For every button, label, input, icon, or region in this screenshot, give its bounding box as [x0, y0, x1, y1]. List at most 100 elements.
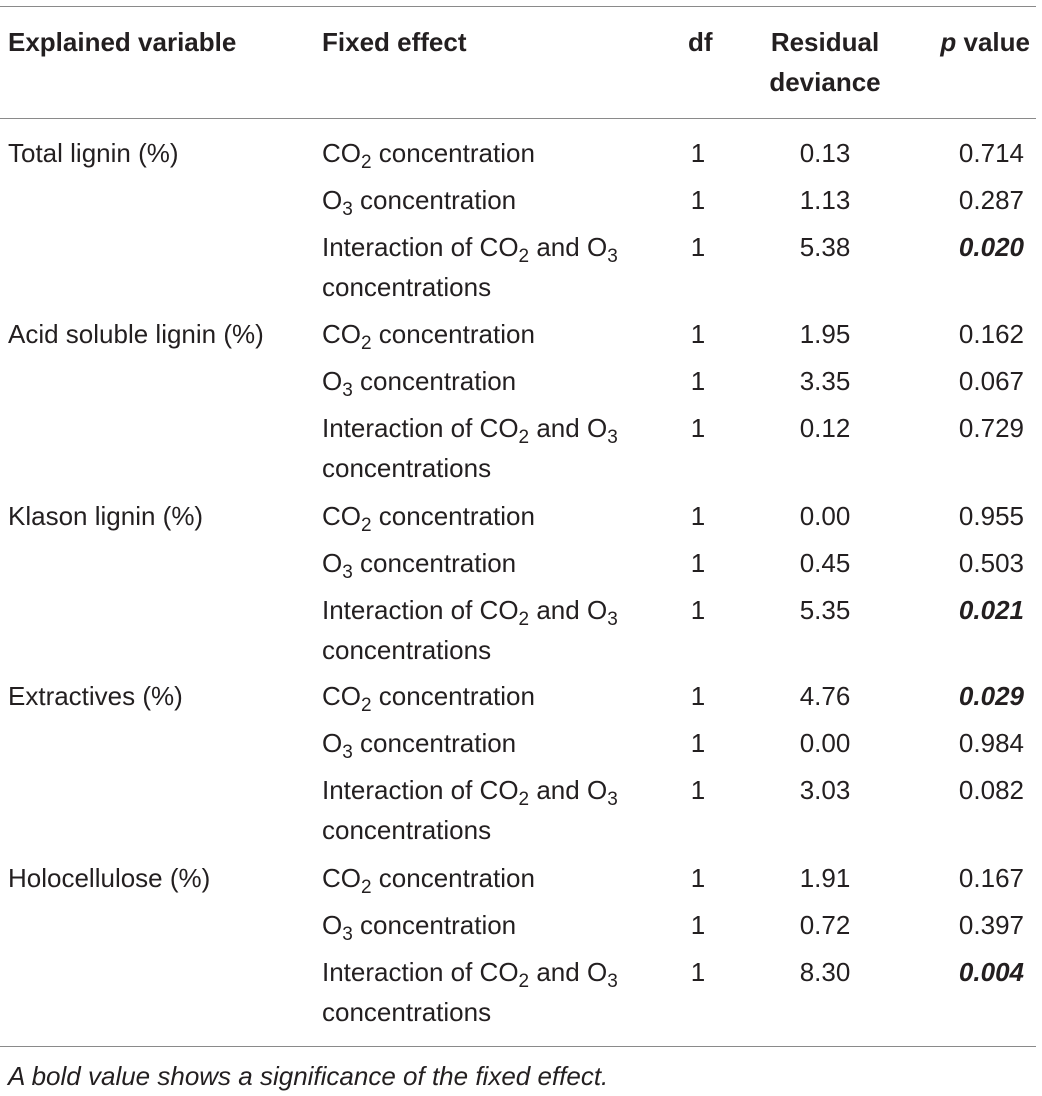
co2-subscript: 2 — [361, 152, 372, 173]
df-cell: 1 — [690, 910, 706, 940]
o3-symbol: O — [322, 366, 343, 396]
o3-subscript: 3 — [342, 199, 353, 220]
table-footnote: A bold value shows a significance of the… — [8, 1061, 609, 1091]
p-value-cell: 0.082 — [958, 775, 1024, 805]
interaction-o3-subscript: 3 — [607, 971, 618, 992]
df-cell: 1 — [690, 548, 706, 578]
interaction-line2: concentrations — [322, 815, 492, 845]
df-cell: 1 — [690, 366, 706, 396]
header-residual-line2: deviance — [769, 67, 881, 97]
explained-variable: Acid soluble lignin (%) — [8, 319, 264, 349]
o3-label: concentration — [352, 366, 517, 396]
o3-subscript: 3 — [342, 562, 353, 583]
header-p-value: p value — [900, 22, 1030, 62]
co2-symbol: CO — [322, 138, 361, 168]
fixed-effect-o3: O3 concentration — [322, 905, 516, 945]
fixed-effect-interaction: Interaction of CO2 and O3 concentrations — [322, 952, 618, 1032]
o3-subscript: 3 — [342, 742, 353, 763]
interaction-co2-subscript: 2 — [518, 609, 530, 630]
df-cell: 1 — [690, 138, 706, 168]
p-value-cell-significant: 0.020 — [958, 232, 1024, 262]
explained-variable: Klason lignin (%) — [8, 501, 204, 531]
interaction-o3-subscript: 3 — [607, 246, 618, 267]
explained-variable: Total lignin (%) — [8, 138, 179, 168]
p-value-cell: 0.167 — [958, 863, 1024, 893]
o3-symbol: O — [322, 728, 343, 758]
interaction-prefix: Interaction of CO — [322, 232, 519, 262]
bottom-rule — [0, 1046, 1036, 1047]
o3-symbol: O — [322, 548, 343, 578]
explained-variable: Holocellulose (%) — [8, 863, 211, 893]
fixed-effect-o3: O3 concentration — [322, 543, 516, 583]
interaction-mid: and O — [529, 957, 608, 987]
residual-deviance-cell: 8.30 — [799, 957, 851, 987]
p-value-cell: 0.729 — [958, 413, 1024, 443]
p-value-cell: 0.067 — [958, 366, 1024, 396]
p-value-cell: 0.287 — [958, 185, 1024, 215]
residual-deviance-cell: 4.76 — [799, 681, 851, 711]
residual-deviance-cell: 5.38 — [799, 232, 851, 262]
fixed-effect-co2: CO2 concentration — [322, 133, 535, 173]
co2-label: concentration — [371, 319, 535, 349]
interaction-line2: concentrations — [322, 453, 492, 483]
p-value-cell: 0.162 — [958, 319, 1024, 349]
o3-label: concentration — [352, 548, 517, 578]
fixed-effect-interaction: Interaction of CO2 and O3 concentrations — [322, 227, 618, 307]
residual-deviance-cell: 1.91 — [799, 863, 851, 893]
residual-deviance-cell: 0.13 — [799, 138, 851, 168]
residual-deviance-cell: 0.12 — [799, 413, 851, 443]
df-cell: 1 — [690, 681, 706, 711]
fixed-effect-o3: O3 concentration — [322, 723, 516, 763]
interaction-prefix: Interaction of CO — [322, 775, 519, 805]
residual-deviance-cell: 0.45 — [799, 548, 851, 578]
residual-deviance-cell: 3.35 — [799, 366, 851, 396]
explained-variable: Extractives (%) — [8, 681, 183, 711]
fixed-effect-co2: CO2 concentration — [322, 676, 535, 716]
co2-subscript: 2 — [361, 695, 372, 716]
o3-subscript: 3 — [342, 380, 353, 401]
co2-label: concentration — [371, 138, 535, 168]
df-cell: 1 — [690, 413, 706, 443]
top-rule — [0, 6, 1036, 7]
fixed-effect-co2: CO2 concentration — [322, 858, 535, 898]
fixed-effect-o3: O3 concentration — [322, 180, 516, 220]
df-cell: 1 — [690, 863, 706, 893]
interaction-line1: Interaction of CO2 and O3 — [322, 590, 618, 630]
p-value-cell-significant: 0.029 — [958, 681, 1024, 711]
co2-subscript: 2 — [361, 515, 372, 536]
header-fixed-effect: Fixed effect — [322, 27, 467, 57]
residual-deviance-cell: 3.03 — [799, 775, 851, 805]
co2-subscript: 2 — [361, 333, 372, 354]
interaction-line1: Interaction of CO2 and O3 — [322, 227, 618, 267]
interaction-line1: Interaction of CO2 and O3 — [322, 952, 618, 992]
interaction-prefix: Interaction of CO — [322, 595, 519, 625]
residual-deviance-cell: 5.35 — [799, 595, 851, 625]
co2-label: concentration — [371, 681, 535, 711]
o3-label: concentration — [352, 728, 517, 758]
p-value-cell: 0.714 — [958, 138, 1024, 168]
o3-label: concentration — [352, 910, 517, 940]
df-cell: 1 — [690, 501, 706, 531]
p-value-cell: 0.503 — [958, 548, 1024, 578]
fixed-effect-co2: CO2 concentration — [322, 314, 535, 354]
header-residual-deviance: Residual deviance — [760, 22, 890, 102]
df-cell: 1 — [690, 775, 706, 805]
interaction-co2-subscript: 2 — [518, 246, 530, 267]
co2-symbol: CO — [322, 863, 361, 893]
interaction-mid: and O — [529, 413, 608, 443]
header-p-rest: value — [956, 27, 1031, 57]
o3-subscript: 3 — [342, 924, 353, 945]
fixed-effect-interaction: Interaction of CO2 and O3 concentrations — [322, 590, 618, 670]
df-cell: 1 — [690, 232, 706, 262]
interaction-co2-subscript: 2 — [518, 971, 530, 992]
residual-deviance-cell: 1.95 — [799, 319, 851, 349]
residual-deviance-cell: 0.72 — [799, 910, 851, 940]
co2-label: concentration — [371, 501, 535, 531]
residual-deviance-cell: 0.00 — [799, 728, 851, 758]
o3-label: concentration — [352, 185, 517, 215]
header-rule — [0, 118, 1036, 119]
co2-symbol: CO — [322, 681, 361, 711]
p-value-cell-significant: 0.004 — [958, 957, 1024, 987]
header-residual-line1: Residual — [770, 27, 880, 57]
p-value-cell: 0.955 — [958, 501, 1024, 531]
